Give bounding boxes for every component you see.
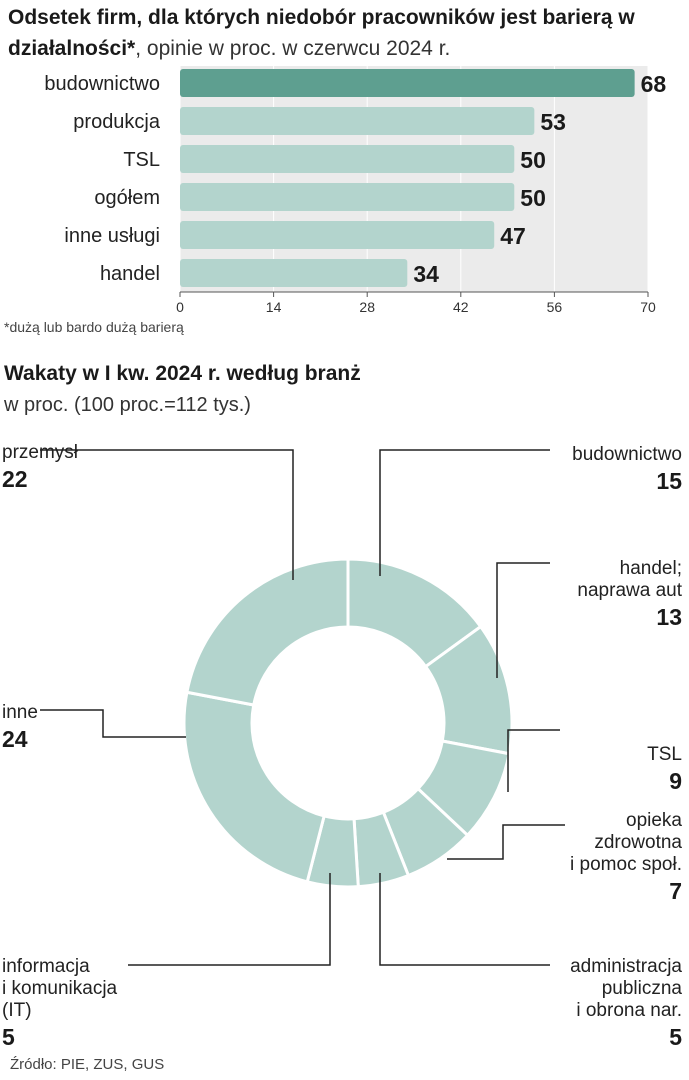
- bar-plot-background: [180, 66, 648, 292]
- donut-slice: [185, 557, 350, 707]
- bar-value-label: 50: [520, 147, 546, 173]
- x-tick-label: 28: [359, 299, 375, 315]
- bar-chart-title-bold: Odsetek firm, dla których niedobór praco…: [8, 6, 635, 60]
- bar-category-label: inne usługi: [64, 225, 160, 247]
- leader-line: [496, 562, 550, 678]
- leader-line: [379, 449, 550, 576]
- bar-category-label: ogółem: [94, 187, 160, 209]
- slice-label: zdrowotna: [594, 832, 682, 853]
- leader-line: [40, 449, 294, 580]
- bar-category-label: budownictwo: [44, 73, 160, 95]
- slice-label: i pomoc społ.: [570, 854, 682, 875]
- bar-chart-footnote: *dużą lub bardo dużą barierą: [4, 319, 184, 335]
- slice-value-label: 15: [656, 468, 682, 494]
- slice-label: opieka: [626, 810, 682, 831]
- x-tick-label: 42: [453, 299, 469, 315]
- donut-slice: [182, 690, 326, 884]
- source-note: Źródło: PIE, ZUS, GUS: [10, 1056, 165, 1073]
- x-tick-label: 14: [266, 299, 282, 315]
- slice-label: (IT): [2, 1000, 32, 1021]
- x-tick-label: 0: [176, 299, 184, 315]
- slice-value-label: 5: [2, 1024, 15, 1050]
- slice-label: TSL: [647, 744, 682, 765]
- bar-value-label: 68: [641, 71, 667, 97]
- donut-chart-subtitle: w proc. (100 proc.=112 tys.): [4, 394, 251, 416]
- slice-label: i komunikacja: [2, 978, 118, 999]
- slice-value-label: 7: [669, 878, 682, 904]
- bar: [180, 183, 515, 211]
- slice-value-label: 9: [669, 768, 682, 794]
- leader-line: [447, 824, 565, 860]
- bar: [180, 221, 495, 249]
- bar-value-label: 53: [540, 109, 566, 135]
- bar-category-label: produkcja: [73, 111, 161, 133]
- slice-value-label: 13: [656, 604, 682, 630]
- bar: [180, 259, 408, 287]
- bar-value-label: 47: [500, 223, 526, 249]
- bar: [180, 69, 635, 97]
- leader-line: [507, 729, 560, 792]
- slice-label: naprawa aut: [577, 580, 682, 601]
- donut-chart-title: Wakaty w I kw. 2024 r. według branż: [4, 362, 361, 385]
- leader-line: [128, 873, 331, 966]
- bar-chart-subtitle: , opinie w proc. w czerwcu 2024 r.: [135, 37, 451, 60]
- slice-label: publiczna: [602, 978, 683, 999]
- slice-value-label: 5: [669, 1024, 682, 1050]
- x-tick-label: 56: [547, 299, 563, 315]
- slice-label: administracja: [570, 956, 682, 977]
- bar-category-label: TSL: [123, 149, 160, 171]
- bar: [180, 107, 535, 135]
- bar-value-label: 34: [413, 261, 439, 287]
- bar-value-label: 50: [520, 185, 546, 211]
- slice-label: handel;: [620, 558, 682, 579]
- slice-label: przemysł: [2, 442, 79, 463]
- slice-label: budownictwo: [572, 444, 682, 465]
- slice-label: informacja: [2, 956, 90, 977]
- x-tick-label: 70: [640, 299, 656, 315]
- leader-line: [379, 873, 550, 966]
- slice-label: inne: [2, 702, 38, 723]
- bar-category-label: handel: [100, 263, 160, 285]
- slice-value-label: 24: [2, 726, 28, 752]
- slice-label: i obrona nar.: [576, 1000, 682, 1021]
- leader-line: [40, 709, 186, 738]
- slice-value-label: 22: [2, 466, 28, 492]
- bar-chart-title: Odsetek firm, dla których niedobór praco…: [8, 2, 648, 64]
- bar: [180, 145, 515, 173]
